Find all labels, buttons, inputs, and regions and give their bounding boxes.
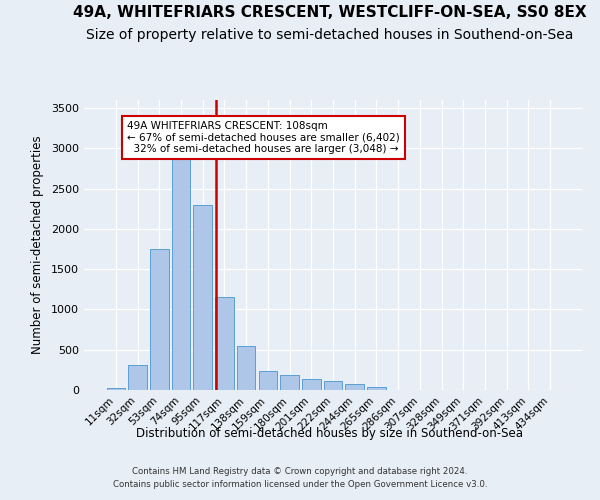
Bar (324, 381, 342, 390)
Bar (107, 388, 125, 390)
Text: 49A WHITEFRIARS CRESCENT: 108sqm
← 67% of semi-detached houses are smaller (6,40: 49A WHITEFRIARS CRESCENT: 108sqm ← 67% o… (127, 121, 400, 154)
Bar (193, 204, 212, 390)
Bar (237, 346, 256, 390)
Bar (280, 374, 299, 390)
Text: Size of property relative to semi-detached houses in Southend-on-Sea: Size of property relative to semi-detach… (86, 28, 574, 42)
Text: Distribution of semi-detached houses by size in Southend-on-Sea: Distribution of semi-detached houses by … (137, 428, 523, 440)
Bar (367, 387, 386, 390)
Text: Contains public sector information licensed under the Open Government Licence v3: Contains public sector information licen… (113, 480, 487, 489)
Bar (215, 298, 233, 390)
Bar (346, 384, 364, 390)
Bar (172, 144, 190, 390)
Text: Contains HM Land Registry data © Crown copyright and database right 2024.: Contains HM Land Registry data © Crown c… (132, 467, 468, 476)
Text: 49A, WHITEFRIARS CRESCENT, WESTCLIFF-ON-SEA, SS0 8EX: 49A, WHITEFRIARS CRESCENT, WESTCLIFF-ON-… (73, 5, 587, 20)
Bar (150, 249, 169, 390)
Y-axis label: Number of semi-detached properties: Number of semi-detached properties (31, 136, 44, 354)
Bar (302, 378, 320, 390)
Bar (259, 370, 277, 390)
Bar (128, 365, 147, 390)
